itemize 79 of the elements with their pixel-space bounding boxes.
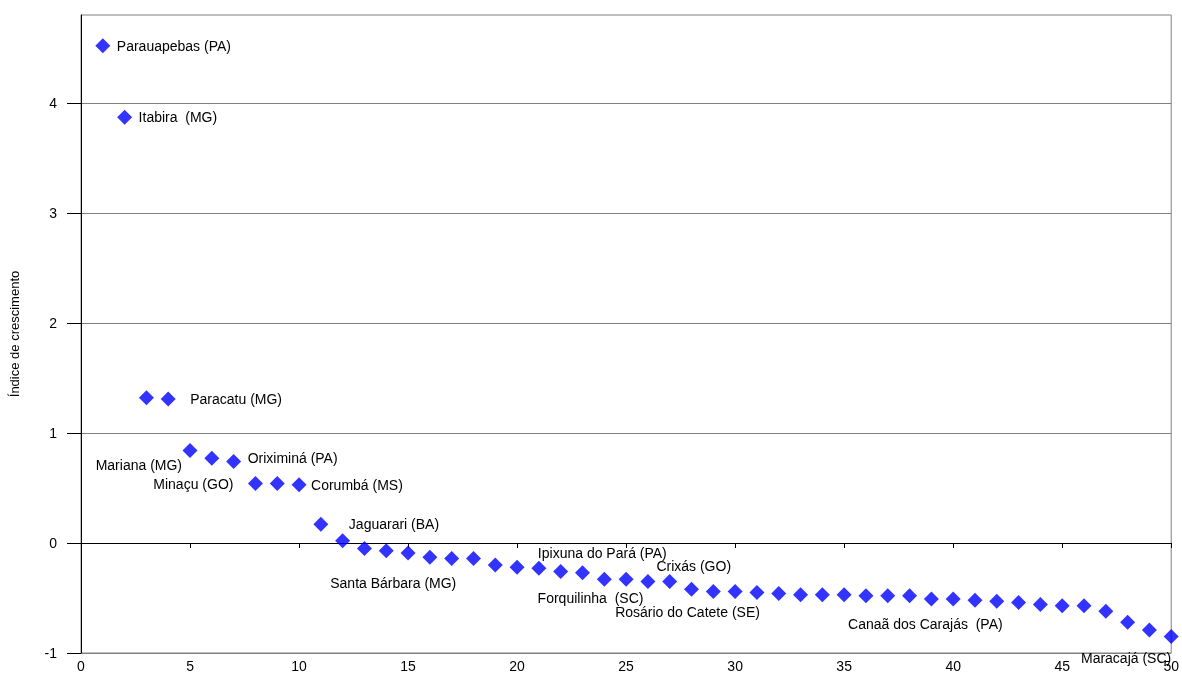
point <box>793 587 809 603</box>
x-tick-label: 0 <box>77 658 86 673</box>
point <box>117 109 133 125</box>
point <box>836 587 852 603</box>
point <box>422 549 438 565</box>
point <box>662 574 678 589</box>
x-tick-label: 20 <box>509 658 526 673</box>
point <box>575 565 590 581</box>
point <box>596 571 612 587</box>
y-tick-label: 1 <box>49 425 58 441</box>
annotation: Forquilinha (SC) <box>537 589 644 606</box>
x-tick-label: 40 <box>945 658 962 673</box>
point <box>705 583 721 599</box>
point <box>509 559 525 575</box>
y-tick-label: 2 <box>49 315 58 331</box>
point <box>356 541 372 556</box>
y-axis-title: Índice de crescimento <box>7 270 22 398</box>
point <box>269 476 285 492</box>
point <box>1141 622 1157 638</box>
point <box>95 38 111 54</box>
point <box>1054 598 1070 614</box>
point <box>1032 597 1048 613</box>
annotation: Santa Bárbara (MG) <box>330 574 457 591</box>
point <box>247 476 263 492</box>
y-tick-label: 3 <box>49 205 58 221</box>
point <box>400 545 416 561</box>
y-tick-label: -1 <box>44 645 58 661</box>
point <box>1120 614 1136 630</box>
point <box>444 550 460 566</box>
x-tick-label: 5 <box>186 658 195 673</box>
x-tick-label: 45 <box>1054 658 1071 673</box>
annotation: Itabira (MG) <box>138 109 218 126</box>
point <box>618 571 634 587</box>
annotation: Jaguarari (BA) <box>348 516 440 533</box>
point <box>858 588 874 604</box>
point <box>727 583 743 599</box>
x-tick-label: 30 <box>727 658 744 673</box>
point <box>684 581 700 597</box>
annotation: Rosário do Catete (SE) <box>615 604 760 621</box>
point <box>182 443 198 459</box>
point <box>880 588 896 604</box>
point <box>291 477 307 493</box>
point <box>923 591 939 607</box>
point <box>1098 603 1114 619</box>
annotation: Oriximiná (PA) <box>247 449 338 466</box>
point <box>204 450 220 466</box>
point <box>967 592 983 608</box>
x-tick-label: 15 <box>400 658 417 673</box>
point <box>553 564 569 580</box>
point <box>945 591 961 607</box>
y-tick-label: 0 <box>49 535 58 551</box>
x-tick-label: 25 <box>618 658 635 673</box>
point <box>902 588 918 604</box>
annotation: Mariana (MG) <box>95 456 183 473</box>
point <box>160 391 176 407</box>
point <box>1011 594 1027 610</box>
annotation: Paracatu (MG) <box>190 390 283 407</box>
y-tick-label: 4 <box>49 95 58 111</box>
point <box>1076 598 1092 614</box>
annotation: Canaã dos Carajás (PA) <box>848 616 1003 633</box>
point <box>487 557 503 573</box>
point <box>814 587 830 603</box>
point <box>138 390 154 406</box>
point <box>335 533 351 549</box>
point <box>531 560 547 576</box>
x-tick-label: 10 <box>291 658 308 673</box>
point <box>1163 629 1179 644</box>
x-tick-label: 35 <box>836 658 853 673</box>
annotation: Corumbá (MS) <box>311 476 403 493</box>
point <box>378 543 394 559</box>
point <box>749 585 765 600</box>
point <box>226 454 242 470</box>
point <box>771 586 787 602</box>
point <box>640 574 656 589</box>
point <box>313 516 329 532</box>
point <box>989 593 1005 609</box>
point <box>465 550 481 566</box>
annotation: Minaçu (GO) <box>153 475 234 492</box>
annotation: Parauapebas (PA) <box>116 37 231 54</box>
